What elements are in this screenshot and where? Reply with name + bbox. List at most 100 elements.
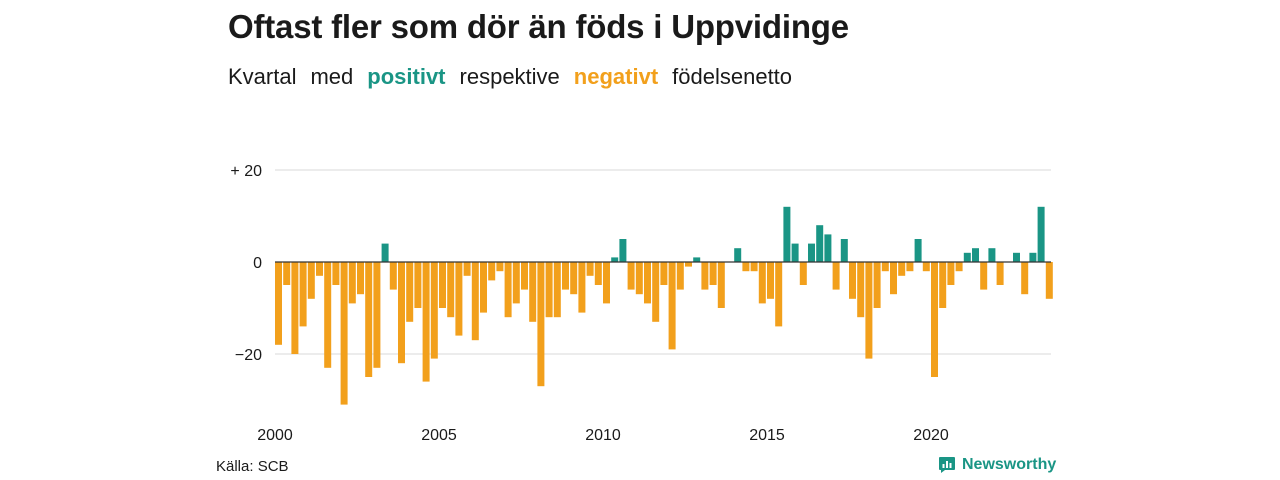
bar (603, 262, 610, 304)
bar (799, 262, 807, 285)
bar (881, 262, 889, 272)
bar (832, 262, 840, 290)
bar (619, 239, 627, 262)
bar (348, 262, 356, 304)
bar (1029, 252, 1037, 262)
bar (791, 243, 799, 262)
bar (947, 262, 955, 285)
bar (849, 262, 856, 299)
bar (750, 262, 758, 272)
bar (291, 262, 299, 354)
bar (734, 248, 742, 262)
subtitle-word: Kvartal (228, 64, 297, 89)
bar (406, 262, 414, 322)
bar (963, 252, 971, 262)
bar (996, 262, 1004, 285)
x-tick-label: 2020 (913, 427, 949, 444)
bar (644, 262, 651, 304)
source-note: Källa: SCB (216, 458, 289, 475)
bar (562, 262, 569, 290)
bar (340, 262, 348, 405)
bar (398, 262, 405, 364)
bar (660, 262, 668, 285)
x-tick-label: 2000 (257, 427, 293, 444)
bar (299, 262, 307, 327)
bar (570, 262, 578, 295)
bar (447, 262, 455, 318)
bar (857, 262, 865, 318)
bar (652, 262, 660, 322)
bar (553, 262, 561, 318)
bar (914, 239, 922, 262)
bar (389, 262, 397, 290)
brand-logo: Newsworthy (938, 456, 1056, 474)
bar (283, 262, 291, 285)
bar (545, 262, 553, 318)
bar (808, 243, 815, 262)
bar (693, 257, 701, 262)
subtitle-positive-label: positivt (367, 64, 446, 89)
bar (578, 262, 586, 313)
bar (767, 262, 774, 299)
subtitle-word: respektive (459, 64, 560, 89)
bar (332, 262, 340, 285)
bar (775, 262, 783, 327)
brand-name: Newsworthy (962, 456, 1057, 473)
bar (873, 262, 881, 308)
bar (324, 262, 332, 368)
bar (430, 262, 438, 359)
bar (504, 262, 512, 318)
bar (496, 262, 504, 272)
y-tick-label: −20 (235, 347, 262, 364)
subtitle-negative-label: negativt (573, 64, 659, 89)
bar (865, 262, 873, 359)
bar (988, 248, 996, 262)
bar (414, 262, 422, 308)
bar (627, 262, 635, 290)
bar (275, 262, 282, 345)
bar (488, 262, 496, 281)
bar (471, 262, 479, 341)
bar (685, 262, 692, 267)
bar (701, 262, 709, 290)
bar (521, 262, 528, 290)
bar (611, 257, 619, 262)
y-tick-label: + 20 (230, 163, 262, 180)
bar (709, 262, 717, 285)
bar (422, 262, 430, 382)
bar (742, 262, 750, 272)
chart-subtitle: Kvartal med positivt respektive negativt föde… (228, 64, 806, 90)
bar (480, 262, 487, 313)
bar (439, 262, 446, 308)
bar (980, 262, 988, 290)
bar (594, 262, 602, 285)
bar (939, 262, 947, 308)
bar (586, 262, 594, 276)
newsworthy-logo-icon (939, 457, 955, 473)
bar (906, 262, 914, 272)
bar (316, 262, 323, 276)
x-tick-label: 2010 (585, 427, 621, 444)
bar (635, 262, 643, 295)
bar (1021, 262, 1029, 295)
bar (972, 248, 979, 262)
bar (668, 262, 676, 350)
subtitle-word: födelsenetto (672, 64, 793, 89)
y-tick-label: 0 (253, 255, 262, 272)
bar (1037, 206, 1045, 262)
bar (840, 239, 848, 262)
bar (537, 262, 545, 387)
bar (512, 262, 520, 304)
bar (890, 262, 897, 295)
bar (758, 262, 766, 304)
bar (365, 262, 373, 377)
bar (955, 262, 963, 272)
bar (381, 243, 389, 262)
bar (717, 262, 725, 308)
bar (1045, 262, 1053, 299)
subtitle-word: med (310, 64, 354, 89)
bar (307, 262, 315, 299)
bar (463, 262, 471, 276)
chart-title: Oftast fler som dör än föds i Uppvidinge (228, 8, 849, 45)
